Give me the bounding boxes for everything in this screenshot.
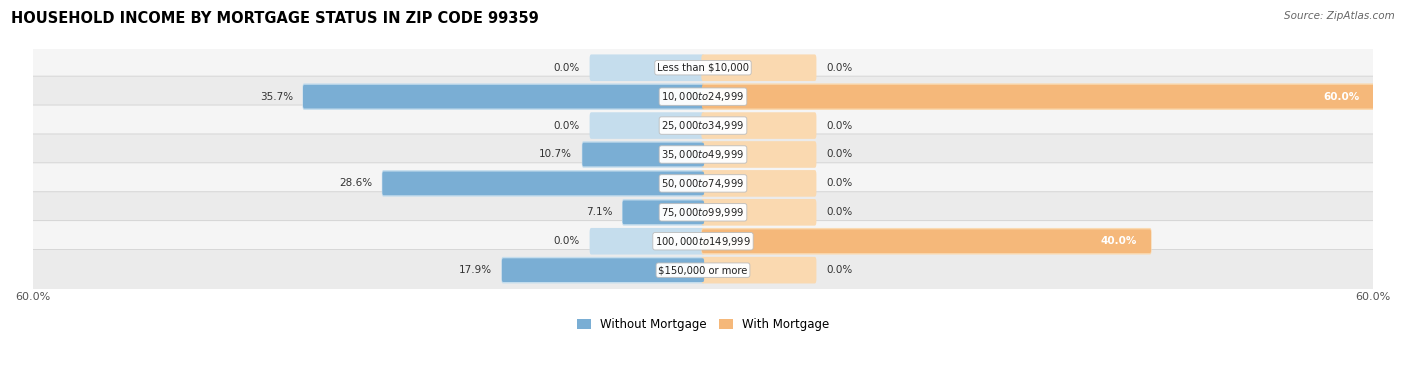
FancyBboxPatch shape bbox=[621, 199, 704, 225]
FancyBboxPatch shape bbox=[382, 172, 704, 195]
Legend: Without Mortgage, With Mortgage: Without Mortgage, With Mortgage bbox=[572, 313, 834, 336]
Text: 0.0%: 0.0% bbox=[825, 207, 852, 217]
Text: 40.0%: 40.0% bbox=[1099, 236, 1136, 246]
FancyBboxPatch shape bbox=[30, 76, 1376, 117]
FancyBboxPatch shape bbox=[30, 134, 1376, 175]
Text: 0.0%: 0.0% bbox=[825, 178, 852, 188]
FancyBboxPatch shape bbox=[30, 221, 1376, 262]
FancyBboxPatch shape bbox=[702, 54, 817, 81]
FancyBboxPatch shape bbox=[702, 112, 817, 139]
FancyBboxPatch shape bbox=[582, 141, 704, 168]
Text: 0.0%: 0.0% bbox=[825, 121, 852, 130]
Text: $35,000 to $49,999: $35,000 to $49,999 bbox=[661, 148, 745, 161]
Text: $50,000 to $74,999: $50,000 to $74,999 bbox=[661, 177, 745, 190]
FancyBboxPatch shape bbox=[702, 199, 817, 225]
Text: 60.0%: 60.0% bbox=[1323, 92, 1360, 102]
Text: 35.7%: 35.7% bbox=[260, 92, 292, 102]
FancyBboxPatch shape bbox=[702, 85, 1375, 109]
FancyBboxPatch shape bbox=[623, 201, 704, 224]
Text: 0.0%: 0.0% bbox=[554, 121, 581, 130]
Text: 0.0%: 0.0% bbox=[825, 150, 852, 159]
Text: 17.9%: 17.9% bbox=[458, 265, 492, 275]
FancyBboxPatch shape bbox=[382, 170, 704, 197]
FancyBboxPatch shape bbox=[702, 229, 1152, 253]
FancyBboxPatch shape bbox=[589, 228, 704, 254]
Text: Less than $10,000: Less than $10,000 bbox=[657, 63, 749, 73]
Text: $150,000 or more: $150,000 or more bbox=[658, 265, 748, 275]
Text: 0.0%: 0.0% bbox=[554, 236, 581, 246]
Text: 28.6%: 28.6% bbox=[339, 178, 373, 188]
Text: $25,000 to $34,999: $25,000 to $34,999 bbox=[661, 119, 745, 132]
Text: HOUSEHOLD INCOME BY MORTGAGE STATUS IN ZIP CODE 99359: HOUSEHOLD INCOME BY MORTGAGE STATUS IN Z… bbox=[11, 11, 538, 26]
FancyBboxPatch shape bbox=[702, 228, 1152, 254]
FancyBboxPatch shape bbox=[582, 143, 704, 166]
FancyBboxPatch shape bbox=[302, 83, 704, 110]
Text: $75,000 to $99,999: $75,000 to $99,999 bbox=[661, 206, 745, 219]
FancyBboxPatch shape bbox=[502, 257, 704, 284]
Text: 7.1%: 7.1% bbox=[586, 207, 613, 217]
FancyBboxPatch shape bbox=[30, 47, 1376, 88]
FancyBboxPatch shape bbox=[589, 54, 704, 81]
FancyBboxPatch shape bbox=[30, 163, 1376, 204]
FancyBboxPatch shape bbox=[702, 170, 817, 197]
FancyBboxPatch shape bbox=[702, 257, 817, 284]
Text: $10,000 to $24,999: $10,000 to $24,999 bbox=[661, 90, 745, 103]
FancyBboxPatch shape bbox=[30, 192, 1376, 233]
FancyBboxPatch shape bbox=[702, 83, 1375, 110]
FancyBboxPatch shape bbox=[30, 250, 1376, 291]
FancyBboxPatch shape bbox=[304, 85, 704, 109]
Text: 0.0%: 0.0% bbox=[825, 265, 852, 275]
Text: 0.0%: 0.0% bbox=[554, 63, 581, 73]
FancyBboxPatch shape bbox=[702, 141, 817, 168]
FancyBboxPatch shape bbox=[502, 258, 704, 282]
Text: 0.0%: 0.0% bbox=[825, 63, 852, 73]
Text: 10.7%: 10.7% bbox=[540, 150, 572, 159]
Text: Source: ZipAtlas.com: Source: ZipAtlas.com bbox=[1284, 11, 1395, 21]
Text: $100,000 to $149,999: $100,000 to $149,999 bbox=[655, 235, 751, 248]
FancyBboxPatch shape bbox=[589, 112, 704, 139]
FancyBboxPatch shape bbox=[30, 105, 1376, 146]
